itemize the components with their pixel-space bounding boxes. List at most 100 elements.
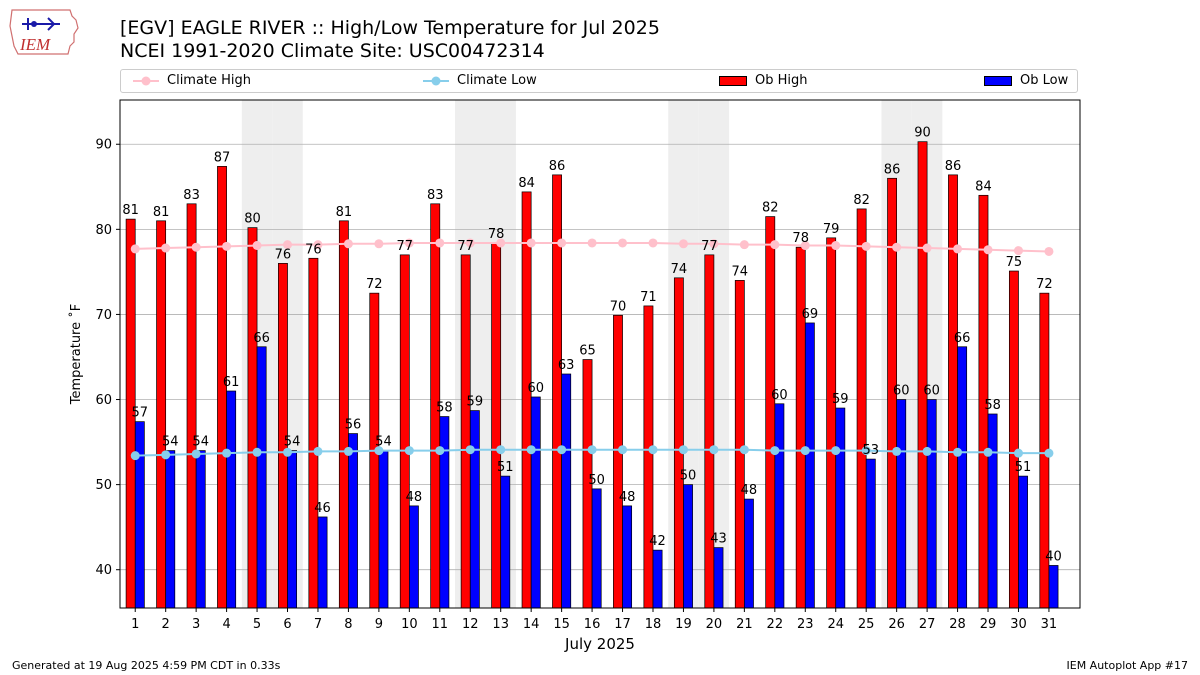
bar-ob-low xyxy=(774,403,785,609)
point-climate-high xyxy=(130,244,140,254)
y-tick-label: 90 xyxy=(95,138,112,153)
data-label-ob-low: 56 xyxy=(345,418,362,433)
x-tick-label: 14 xyxy=(523,617,540,632)
data-label-ob-high: 74 xyxy=(671,262,688,277)
legend-item-climate-high: Climate High xyxy=(133,73,251,88)
bar-ob-low xyxy=(256,346,267,609)
point-climate-low xyxy=(770,446,780,456)
point-climate-low xyxy=(404,446,414,456)
point-climate-low xyxy=(526,445,536,455)
bar-ob-high xyxy=(491,242,502,609)
x-tick-label: 7 xyxy=(314,617,322,632)
data-label-ob-high: 86 xyxy=(549,159,566,174)
bar-ob-low xyxy=(865,458,876,609)
bar-ob-low xyxy=(439,416,450,609)
point-climate-high xyxy=(1044,246,1054,256)
bar-ob-high xyxy=(156,220,167,609)
data-label-ob-low: 48 xyxy=(619,490,636,505)
data-label-ob-high: 76 xyxy=(305,242,322,257)
data-label-ob-low: 69 xyxy=(802,307,819,322)
point-climate-low xyxy=(983,447,993,457)
data-label-ob-high: 65 xyxy=(579,344,596,359)
point-climate-high xyxy=(800,241,810,251)
point-climate-low xyxy=(831,446,841,456)
x-tick-label: 13 xyxy=(492,617,509,632)
bar-ob-low xyxy=(195,450,206,609)
bar-ob-high xyxy=(399,254,410,609)
bar-ob-high xyxy=(643,305,654,609)
data-label-ob-low: 53 xyxy=(862,443,879,458)
point-climate-high xyxy=(526,238,536,248)
x-tick-label: 15 xyxy=(553,617,570,632)
x-tick-label: 2 xyxy=(162,617,170,632)
point-climate-high xyxy=(709,239,719,249)
bar-ob-low xyxy=(1048,565,1059,609)
data-label-ob-high: 86 xyxy=(884,162,901,177)
chart-subtitle: NCEI 1991-2020 Climate Site: USC00472314 xyxy=(120,40,545,62)
data-label-ob-low: 40 xyxy=(1045,549,1062,564)
data-label-ob-low: 50 xyxy=(680,469,697,484)
bar-ob-low xyxy=(835,407,846,609)
data-label-ob-high: 74 xyxy=(732,264,749,279)
legend-ob-low-icon xyxy=(984,75,1012,86)
logo-text: IEM xyxy=(19,35,51,54)
bar-ob-high xyxy=(338,220,349,609)
data-label-ob-low: 43 xyxy=(710,532,727,547)
x-tick-label: 23 xyxy=(797,617,814,632)
x-tick-label: 4 xyxy=(222,617,230,632)
data-label-ob-low: 66 xyxy=(253,331,270,346)
point-climate-low xyxy=(678,445,688,455)
point-climate-low xyxy=(496,445,506,455)
data-label-ob-high: 82 xyxy=(853,193,870,208)
data-label-ob-high: 77 xyxy=(396,239,413,254)
bar-ob-high xyxy=(521,191,532,609)
bar-ob-high xyxy=(795,246,806,609)
bar-ob-low xyxy=(896,399,907,609)
point-climate-high xyxy=(252,241,262,251)
x-tick-label: 28 xyxy=(949,617,966,632)
point-climate-high xyxy=(222,241,232,251)
footer-app: IEM Autoplot App #17 xyxy=(1066,659,1189,672)
point-climate-low xyxy=(465,445,475,455)
bar-ob-high xyxy=(826,237,837,609)
data-label-ob-high: 81 xyxy=(336,205,353,220)
point-climate-low xyxy=(435,446,445,456)
point-climate-low xyxy=(739,445,749,455)
data-label-ob-high: 84 xyxy=(518,176,535,191)
point-climate-low xyxy=(313,446,323,456)
data-label-ob-low: 42 xyxy=(649,534,666,549)
bar-ob-high xyxy=(308,257,319,609)
point-climate-high xyxy=(770,240,780,250)
data-label-ob-low: 58 xyxy=(984,398,1001,413)
point-climate-high xyxy=(465,238,475,248)
point-climate-low xyxy=(191,449,201,459)
point-climate-high xyxy=(283,240,293,250)
point-climate-high xyxy=(313,240,323,250)
bar-ob-low xyxy=(165,450,176,609)
bar-ob-low xyxy=(500,475,511,609)
x-tick-label: 16 xyxy=(584,617,601,632)
bar-ob-low xyxy=(348,433,358,609)
data-label-ob-low: 57 xyxy=(132,406,149,421)
x-tick-label: 24 xyxy=(827,617,844,632)
data-label-ob-high: 84 xyxy=(975,179,992,194)
x-tick-label: 1 xyxy=(131,617,139,632)
x-tick-label: 30 xyxy=(1010,617,1027,632)
x-tick-label: 9 xyxy=(375,617,383,632)
point-climate-high xyxy=(953,244,963,254)
data-label-ob-high: 86 xyxy=(945,159,962,174)
legend-label-ob-high: Ob High xyxy=(755,73,808,88)
y-tick-label: 60 xyxy=(95,393,112,408)
x-tick-label: 31 xyxy=(1041,617,1058,632)
point-climate-low xyxy=(557,445,567,455)
legend-climate-low-icon xyxy=(423,76,449,85)
legend-climate-high-icon xyxy=(133,76,159,85)
data-label-ob-high: 81 xyxy=(153,205,170,220)
data-label-ob-high: 83 xyxy=(183,188,200,203)
bar-ob-high xyxy=(673,277,684,609)
x-tick-label: 22 xyxy=(767,617,784,632)
chart-legend: Climate High Climate Low Ob High Ob Low xyxy=(120,69,1078,93)
data-label-ob-low: 48 xyxy=(406,490,423,505)
legend-item-ob-low: Ob Low xyxy=(984,73,1068,88)
